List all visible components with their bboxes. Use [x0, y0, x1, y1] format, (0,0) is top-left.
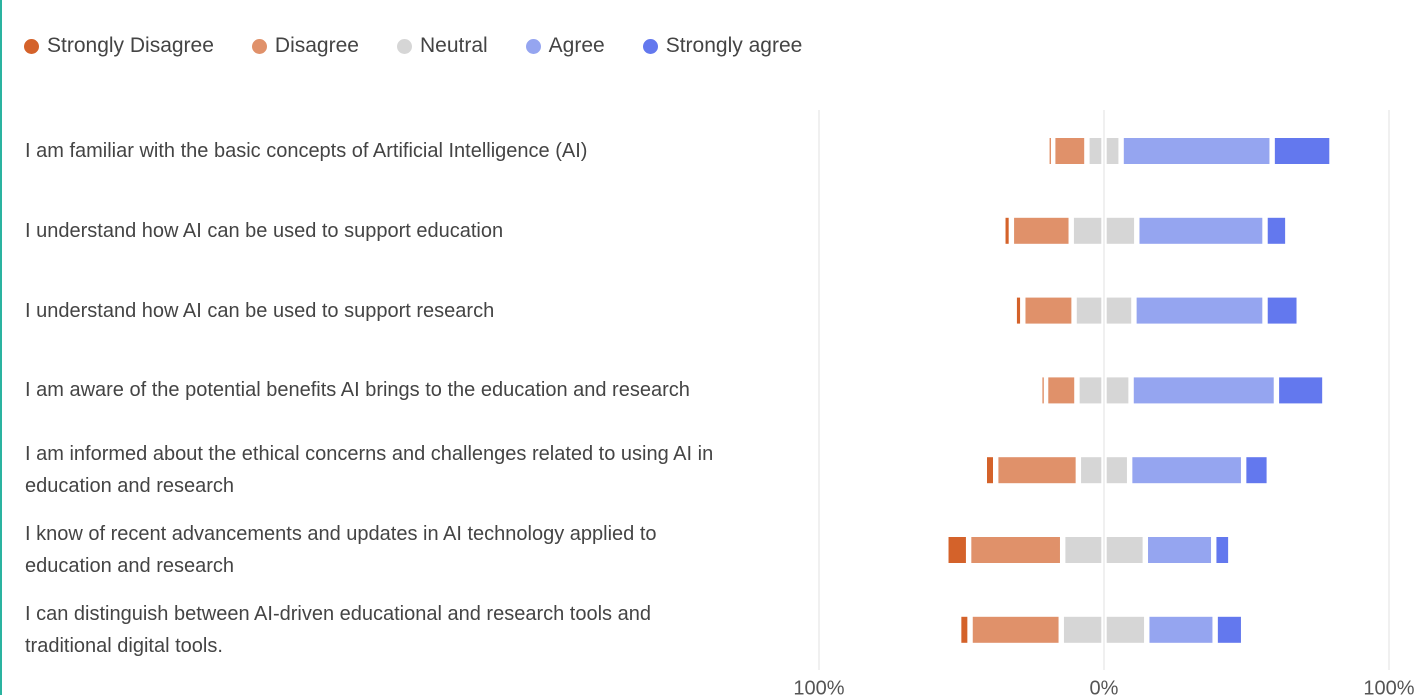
- bar-segment: [1139, 217, 1263, 244]
- legend-label: Neutral: [419, 34, 488, 57]
- bar-segment: [1106, 297, 1132, 324]
- bar-segment: [1106, 616, 1145, 643]
- bar-segment: [1106, 377, 1129, 404]
- category-label: I can distinguish between AI-driven educ…: [25, 602, 651, 657]
- bar-segment: [971, 537, 1060, 563]
- bar-segment: [1079, 377, 1102, 404]
- bar-segment: [1133, 377, 1274, 404]
- bar-segment: [1073, 217, 1102, 244]
- bar-segment: [1065, 537, 1102, 563]
- legend-label: Disagree: [274, 34, 359, 57]
- frame-edge: [0, 0, 2, 695]
- bar-segment: [1267, 297, 1297, 324]
- legend-dot: [396, 38, 412, 54]
- bar-segment: [1132, 457, 1241, 484]
- bar-segment: [1089, 138, 1102, 164]
- bar-segment: [1016, 297, 1021, 324]
- bar-segment: [1055, 138, 1085, 164]
- bar-segment: [1081, 457, 1102, 484]
- legend-dot: [642, 38, 658, 54]
- x-tick-label: 100%: [793, 677, 844, 695]
- bar-segment: [1014, 217, 1069, 244]
- x-tick-label: 100%: [1363, 677, 1414, 695]
- category-label: I am informed about the ethical concerns…: [25, 443, 714, 498]
- bar-segment: [998, 457, 1076, 484]
- bar-segment: [1123, 138, 1270, 164]
- bar-segment: [1136, 297, 1263, 324]
- bar-segment: [1106, 138, 1119, 164]
- bar-segment: [987, 457, 993, 484]
- legend-item: Disagree: [251, 34, 359, 58]
- bar-segment: [1246, 457, 1267, 484]
- legend-item: Strongly Disagree: [24, 34, 214, 58]
- bar-segment: [1106, 457, 1127, 484]
- legend-dot: [251, 38, 267, 54]
- bar-segment: [1076, 297, 1102, 324]
- category-label: I know of recent advancements and update…: [25, 523, 657, 577]
- bar-segment: [1005, 217, 1009, 244]
- legend-dot: [525, 38, 541, 54]
- bar-segment: [1106, 217, 1135, 244]
- legend: Strongly Disagree Disagree Neutral Agree Str…: [24, 34, 802, 58]
- legend-item: Neutral: [396, 34, 488, 58]
- bar-segment: [1025, 297, 1072, 324]
- legend-item: Strongly agree: [642, 34, 803, 58]
- legend-label: Strongly agree: [665, 34, 803, 57]
- bar-segment: [1149, 616, 1213, 643]
- bar-segment: [1042, 377, 1044, 404]
- bar-segment: [961, 616, 968, 643]
- legend-item: Agree: [525, 34, 605, 58]
- bar-segment: [1106, 537, 1143, 563]
- category-label: I am familiar with the basic concepts of…: [25, 140, 588, 162]
- category-label: I understand how AI can be used to suppo…: [25, 219, 504, 242]
- legend-label: Agree: [548, 34, 605, 57]
- bar-segment: [1274, 138, 1330, 164]
- bar-segment: [1048, 377, 1075, 404]
- bar-segment: [948, 537, 966, 563]
- bar-segment: [1049, 138, 1051, 164]
- category-label: I understand how AI can be used to suppo…: [25, 299, 495, 322]
- bar-segment: [1216, 537, 1229, 563]
- bar-segment: [1217, 616, 1241, 643]
- bar-segment: [1279, 377, 1323, 404]
- legend-dot: [24, 38, 39, 54]
- bar-segment: [1267, 217, 1286, 244]
- bar-segment: [1148, 537, 1212, 563]
- legend-label: Strongly Disagree: [47, 34, 214, 57]
- x-tick-label: 0%: [1090, 677, 1119, 695]
- category-label: I am aware of the potential benefits AI …: [25, 379, 690, 402]
- bar-segment: [1063, 616, 1102, 643]
- bar-segment: [972, 616, 1059, 643]
